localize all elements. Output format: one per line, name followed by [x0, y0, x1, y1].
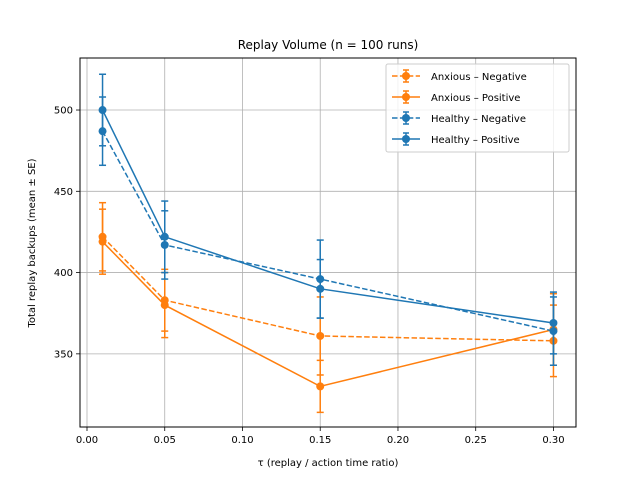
- legend-box: [385, 63, 570, 153]
- x-tick-label: 0.20: [387, 435, 409, 446]
- series-line: [102, 236, 554, 342]
- x-tick-label: 0.15: [309, 435, 331, 446]
- data-point: [316, 382, 325, 391]
- x-tick-label: 0.05: [154, 435, 176, 446]
- x-axis-title: τ (replay / action time ratio): [258, 458, 399, 469]
- series-line: [101, 130, 554, 332]
- legend-label: Anxious – Negative: [431, 72, 527, 83]
- data-point: [316, 284, 325, 293]
- y-tick-label: 500: [54, 106, 73, 117]
- series-layer: [98, 73, 558, 414]
- x-tick-label: 0.10: [231, 435, 253, 446]
- data-point: [98, 237, 107, 246]
- data-point: [98, 106, 107, 115]
- legend: Anxious – Negative Anxious – Positive Heal…: [385, 63, 570, 153]
- legend-items: Anxious – Negative Anxious – Positive Heal…: [392, 69, 527, 146]
- legend-label: Anxious – Positive: [431, 93, 520, 104]
- y-tick-label: 350: [54, 349, 73, 360]
- y-axis-title: Total replay backups (mean ± SE): [27, 158, 38, 328]
- legend-label: Healthy – Negative: [431, 114, 526, 125]
- legend-item: Anxious – Negative: [392, 69, 527, 83]
- legend-marker: [402, 114, 410, 122]
- series-line: [101, 109, 554, 324]
- x-tick-label: 0.30: [542, 435, 564, 446]
- legend-marker: [402, 72, 410, 80]
- chart-title: Replay Volume (n = 100 runs): [238, 38, 419, 52]
- legend-marker: [402, 135, 410, 143]
- series: [98, 73, 558, 355]
- data-point: [549, 318, 558, 327]
- x-tick-label: 0.25: [465, 435, 487, 446]
- x-tick-label: 0.00: [76, 435, 98, 446]
- plot-frame: [79, 57, 577, 428]
- legend-label: Healthy – Positive: [431, 135, 520, 146]
- data-point: [160, 232, 169, 241]
- series-line: [102, 241, 554, 388]
- legend-item: Healthy – Positive: [392, 132, 520, 146]
- legend-marker: [402, 93, 410, 101]
- data-point: [160, 301, 169, 310]
- axis-ticks: 0.00 0.05 0.10 0.15 0.20 0.25 0.30 350 400 450 500: [54, 106, 565, 446]
- y-tick-label: 400: [54, 268, 73, 279]
- legend-item: Anxious – Positive: [392, 90, 520, 104]
- legend-item: Healthy – Negative: [392, 111, 526, 125]
- data-point: [316, 331, 325, 340]
- y-tick-label: 450: [54, 187, 73, 198]
